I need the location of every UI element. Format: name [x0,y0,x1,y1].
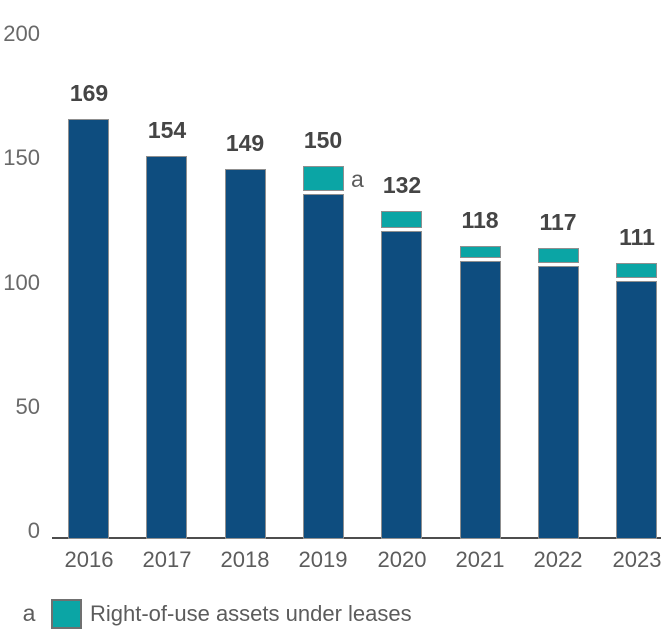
bar-segment-lease-2022 [538,248,579,263]
bar-2019 [303,166,344,539]
x-tick-2017: 2017 [142,547,192,572]
bar-segment-lease-2020 [381,211,422,228]
value-label-2021: 118 [461,207,499,233]
bar-segment-base-2021 [460,261,501,539]
bar-segment-base-2020 [381,231,422,539]
legend-marker-a: a [22,600,36,626]
bar-segment-lease-2023 [616,263,657,278]
bar-2021 [460,246,501,539]
value-label-2022: 117 [539,209,577,235]
bar-2020 [381,211,422,539]
legend: a Right-of-use assets under leases [0,598,665,632]
legend-swatch-right-of-use [51,599,82,629]
value-label-2018: 149 [225,130,265,156]
bar-2023 [616,263,657,539]
y-tick-200: 200 [3,21,40,46]
bar-segment-base-2022 [538,266,579,539]
y-tick-100: 100 [3,270,40,295]
bar-segment-base-2018 [225,169,266,539]
bar-2016 [68,119,109,539]
value-label-2023: 111 [619,224,655,250]
bar-2018 [225,169,266,539]
bar-2017 [146,156,187,539]
x-tick-2019: 2019 [298,547,348,572]
bar-segment-base-2017 [146,156,187,539]
x-tick-2023: 2023 [612,547,662,572]
legend-label-right-of-use: Right-of-use assets under leases [90,601,412,626]
bar-segment-base-2019 [303,194,344,539]
bar-segment-lease-2021 [460,246,501,258]
x-tick-2016: 2016 [64,547,114,572]
x-tick-2021: 2021 [455,547,505,572]
value-label-2017: 154 [147,117,187,143]
x-tick-2022: 2022 [533,547,583,572]
value-label-2016: 169 [69,80,109,106]
y-tick-150: 150 [3,145,40,170]
bar-segment-base-2023 [616,281,657,539]
bar-segment-base-2016 [68,119,109,539]
annotation-a: a [351,166,364,192]
bar-segment-lease-2019 [303,166,344,191]
y-tick-50: 50 [15,394,40,419]
y-tick-0: 0 [27,518,40,543]
x-axis-line [52,537,661,539]
value-label-2019: 150 [303,127,343,153]
x-tick-2020: 2020 [377,547,427,572]
bar-2022 [538,248,579,539]
value-label-2020: 132 [382,172,422,198]
x-tick-2018: 2018 [220,547,270,572]
